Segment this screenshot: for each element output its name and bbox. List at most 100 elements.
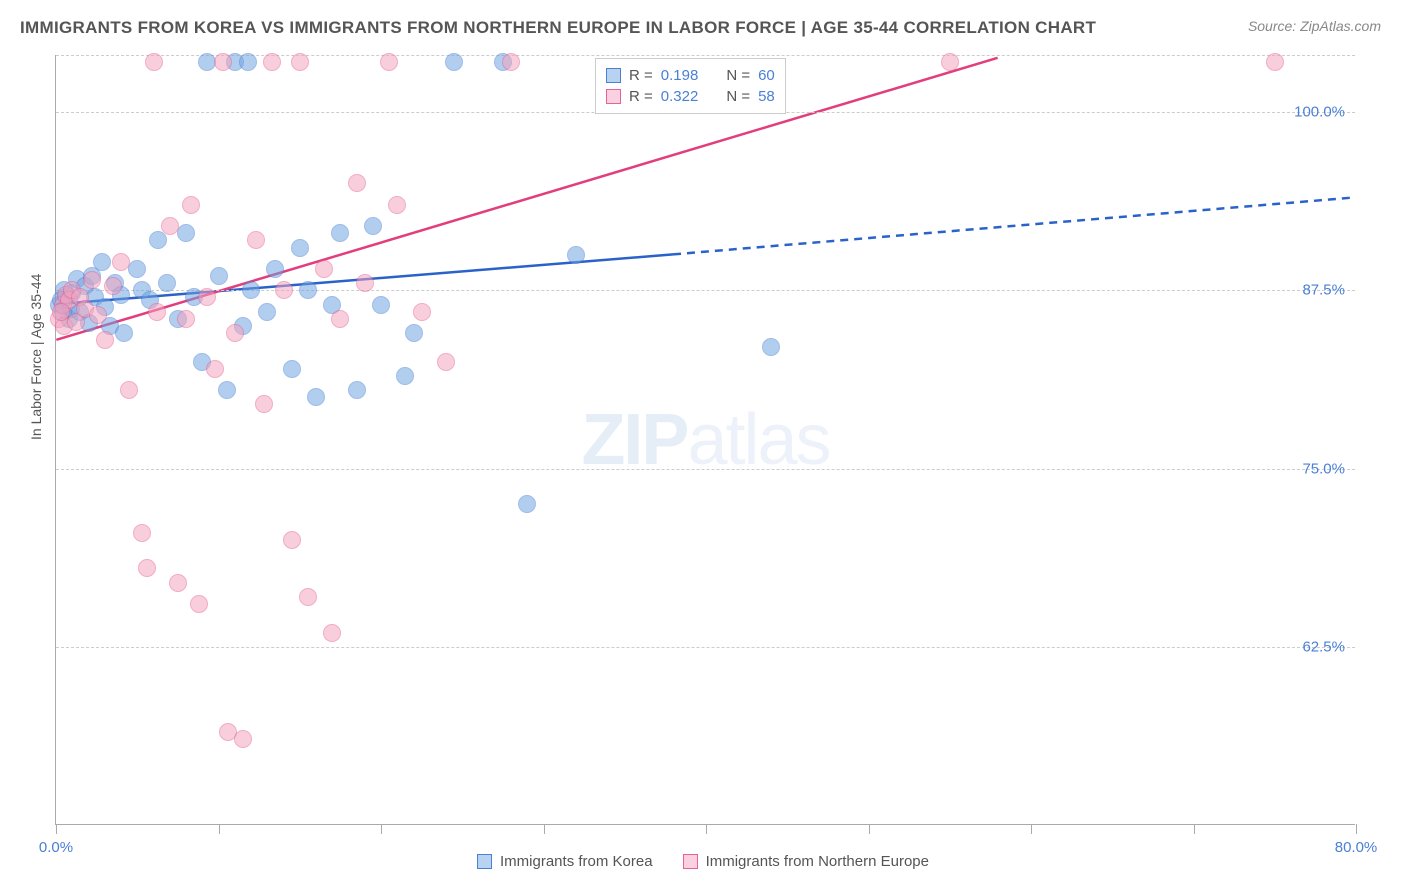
data-point	[364, 217, 382, 235]
data-point	[177, 310, 195, 328]
chart-title: IMMIGRANTS FROM KOREA VS IMMIGRANTS FROM…	[20, 18, 1096, 38]
data-point	[331, 224, 349, 242]
legend-swatch	[606, 68, 621, 83]
r-value: 0.322	[661, 88, 699, 105]
data-point	[133, 524, 151, 542]
r-label: R =	[629, 88, 653, 105]
data-point	[1266, 53, 1284, 71]
source-attribution: Source: ZipAtlas.com	[1248, 18, 1381, 34]
gridline	[56, 469, 1355, 470]
data-point	[93, 253, 111, 271]
data-point	[120, 381, 138, 399]
data-point	[148, 303, 166, 321]
data-point	[258, 303, 276, 321]
data-point	[198, 288, 216, 306]
y-tick-label: 87.5%	[1302, 282, 1345, 299]
data-point	[518, 495, 536, 513]
legend-item: Immigrants from Korea	[477, 853, 653, 870]
data-point	[502, 53, 520, 71]
x-tick	[544, 824, 545, 834]
data-point	[89, 306, 107, 324]
data-point	[372, 296, 390, 314]
trend-lines	[56, 55, 1355, 824]
y-axis-label: In Labor Force | Age 35-44	[28, 274, 44, 440]
stats-legend-row: R = 0.198 N = 60	[606, 65, 775, 86]
data-point	[182, 196, 200, 214]
data-point	[331, 310, 349, 328]
data-point	[226, 324, 244, 342]
gridline	[56, 647, 1355, 648]
x-tick-label: 0.0%	[39, 839, 73, 856]
data-point	[234, 730, 252, 748]
data-point	[762, 338, 780, 356]
y-tick-label: 75.0%	[1302, 460, 1345, 477]
x-tick-label: 80.0%	[1335, 839, 1378, 856]
legend-swatch	[477, 854, 492, 869]
r-label: R =	[629, 67, 653, 84]
data-point	[190, 595, 208, 613]
data-point	[169, 574, 187, 592]
data-point	[263, 53, 281, 71]
data-point	[413, 303, 431, 321]
data-point	[941, 53, 959, 71]
y-tick-label: 62.5%	[1302, 638, 1345, 655]
data-point	[255, 395, 273, 413]
legend-item: Immigrants from Northern Europe	[683, 853, 929, 870]
data-point	[323, 624, 341, 642]
x-tick	[219, 824, 220, 834]
x-tick	[381, 824, 382, 834]
data-point	[283, 531, 301, 549]
data-point	[567, 246, 585, 264]
bottom-legend: Immigrants from Korea Immigrants from No…	[477, 853, 929, 870]
n-value: 58	[758, 88, 775, 105]
data-point	[283, 360, 301, 378]
n-value: 60	[758, 67, 775, 84]
data-point	[299, 281, 317, 299]
data-point	[218, 381, 236, 399]
x-tick	[1031, 824, 1032, 834]
x-tick	[706, 824, 707, 834]
data-point	[138, 559, 156, 577]
data-point	[307, 388, 325, 406]
data-point	[206, 360, 224, 378]
data-point	[348, 174, 366, 192]
data-point	[396, 367, 414, 385]
data-point	[242, 281, 260, 299]
data-point	[291, 53, 309, 71]
data-point	[299, 588, 317, 606]
stats-legend: R = 0.198 N = 60 R = 0.322 N = 58	[595, 58, 786, 114]
legend-label: Immigrants from Northern Europe	[706, 853, 929, 870]
data-point	[214, 53, 232, 71]
data-point	[210, 267, 228, 285]
data-point	[161, 217, 179, 235]
legend-label: Immigrants from Korea	[500, 853, 653, 870]
data-point	[380, 53, 398, 71]
data-point	[128, 260, 146, 278]
data-point	[247, 231, 265, 249]
n-label: N =	[726, 88, 750, 105]
data-point	[177, 224, 195, 242]
data-point	[266, 260, 284, 278]
r-value: 0.198	[661, 67, 699, 84]
stats-legend-row: R = 0.322 N = 58	[606, 86, 775, 107]
n-label: N =	[726, 67, 750, 84]
x-tick	[56, 824, 57, 834]
data-point	[388, 196, 406, 214]
data-point	[291, 239, 309, 257]
x-tick	[869, 824, 870, 834]
x-tick	[1194, 824, 1195, 834]
legend-swatch	[606, 89, 621, 104]
data-point	[315, 260, 333, 278]
data-point	[437, 353, 455, 371]
x-tick	[1356, 824, 1357, 834]
legend-swatch	[683, 854, 698, 869]
data-point	[445, 53, 463, 71]
data-point	[348, 381, 366, 399]
data-point	[356, 274, 374, 292]
data-point	[115, 324, 133, 342]
data-point	[275, 281, 293, 299]
plot-area: ZIPatlas 62.5%75.0%87.5%100.0%0.0%80.0%	[55, 55, 1355, 825]
data-point	[158, 274, 176, 292]
data-point	[83, 271, 101, 289]
y-tick-label: 100.0%	[1294, 104, 1345, 121]
